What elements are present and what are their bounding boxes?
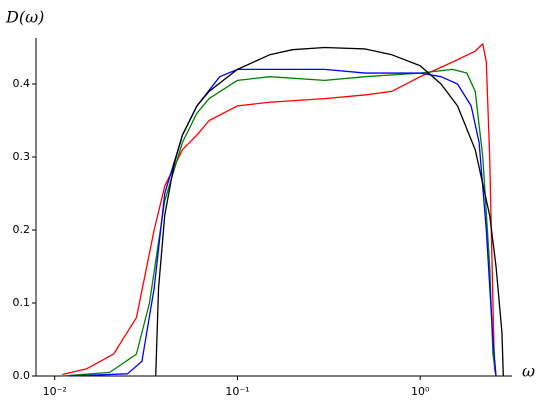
- y-tick-label: 0.3: [13, 150, 31, 163]
- x-tick-label: 10⁻²: [43, 385, 67, 398]
- y-tick-label: 0.1: [13, 296, 31, 309]
- line-series: [62, 68, 497, 377]
- x-tick-label: 10⁻¹: [225, 385, 249, 398]
- line-series: [62, 43, 497, 377]
- x-tick-label: 10⁰: [411, 385, 430, 398]
- y-tick-label: 0.2: [13, 223, 31, 236]
- line-series: [69, 68, 497, 377]
- line-series: [155, 46, 504, 377]
- y-axis-label: D(ω): [5, 8, 44, 27]
- y-tick-label: 0.0: [13, 369, 31, 382]
- x-axis-label: ω: [522, 362, 535, 381]
- y-tick-label: 0.4: [13, 77, 31, 90]
